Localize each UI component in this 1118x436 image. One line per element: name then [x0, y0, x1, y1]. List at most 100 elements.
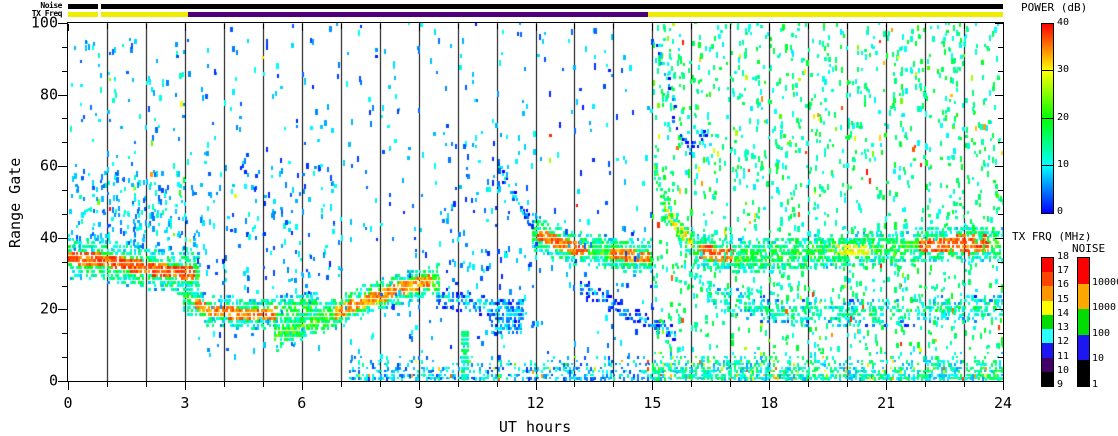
x-top-inner-tick	[808, 24, 809, 29]
y-axis-title: Range Gate	[6, 157, 24, 248]
x-tick-label: 21	[877, 394, 896, 412]
y-major-tick	[58, 309, 67, 310]
y-right-inner-tick	[998, 333, 1003, 334]
x-minor-tick	[263, 382, 264, 387]
colorbar-segment	[1042, 314, 1053, 330]
colorbar-segment	[1042, 343, 1053, 358]
x-major-tick	[886, 382, 887, 390]
power-colorbar	[1041, 23, 1054, 214]
activity-bar-segment	[68, 4, 98, 9]
colorbar-tick-label: 17	[1057, 265, 1070, 277]
x-tick-label: 0	[63, 394, 73, 412]
x-tick-label: 9	[414, 394, 424, 412]
colorbar-tick-label: 14	[1057, 307, 1070, 319]
y-right-inner-tick	[998, 262, 1003, 263]
y-minor-tick	[62, 47, 67, 48]
colorbar-tick-label: 16	[1057, 279, 1070, 291]
x-minor-tick	[613, 382, 614, 387]
noise-colorbar-title: NOISE	[1072, 242, 1106, 255]
y-minor-tick	[62, 118, 67, 119]
x-top-inner-tick	[691, 24, 692, 29]
colorbar-segment	[1078, 283, 1089, 310]
x-top-inner-tick	[68, 24, 69, 31]
colorbar-tick-label: 10	[1092, 353, 1105, 365]
x-axis-title: UT hours	[498, 418, 572, 436]
colorbar-segment	[1078, 309, 1089, 335]
x-minor-tick	[380, 382, 381, 387]
power-colorbar-tick-label: 30	[1057, 64, 1070, 76]
x-top-inner-tick	[769, 24, 770, 31]
x-minor-tick	[925, 382, 926, 387]
colorbar-segment	[1042, 258, 1053, 273]
colorbar-tick-label: 10000	[1092, 276, 1118, 288]
x-top-inner-tick	[380, 24, 381, 29]
x-top-inner-tick	[146, 24, 147, 29]
x-top-inner-tick	[925, 24, 926, 29]
y-tick-label: 40	[39, 228, 58, 247]
x-top-inner-tick	[302, 24, 303, 31]
x-tick-label: 12	[526, 394, 545, 412]
x-minor-tick	[224, 382, 225, 387]
y-right-inner-tick	[998, 142, 1003, 143]
colorbar-tick-label: 13	[1057, 322, 1070, 334]
x-major-tick	[419, 382, 420, 390]
x-minor-tick	[847, 382, 848, 387]
y-tick-label: 80	[39, 85, 58, 104]
x-top-inner-tick	[964, 24, 965, 29]
txfrq-colorbar-title: TX FRQ (MHz)	[1012, 230, 1092, 243]
range-time-power-plot	[67, 22, 1004, 382]
x-major-tick	[536, 382, 537, 390]
colorbar-tick-label: 10	[1057, 364, 1070, 376]
colorbar-segment	[1078, 334, 1089, 361]
colorbar-tick-label: 15	[1057, 293, 1070, 305]
activity-bar-segment	[68, 12, 98, 17]
x-top-inner-tick	[263, 24, 264, 29]
x-major-tick	[68, 382, 69, 390]
colorbar-segment	[1042, 357, 1053, 372]
colorbar-segment	[1042, 272, 1053, 287]
x-top-inner-tick	[341, 24, 342, 29]
y-right-inner-tick	[998, 357, 1003, 358]
y-right-inner-tick	[995, 309, 1003, 310]
noise-activity-bar	[68, 4, 1003, 9]
x-top-inner-tick	[419, 24, 420, 31]
colorbar-segment	[1042, 286, 1053, 301]
y-minor-tick	[62, 333, 67, 334]
x-top-inner-tick	[652, 24, 653, 31]
power-colorbar-tick-line	[1042, 70, 1053, 72]
y-right-inner-tick	[995, 95, 1003, 96]
x-top-inner-tick	[224, 24, 225, 29]
power-colorbar-tick-label: 40	[1057, 17, 1070, 28]
y-minor-tick	[62, 357, 67, 358]
x-top-inner-tick	[730, 24, 731, 29]
x-tick-label: 3	[180, 394, 190, 412]
colorbar-tick-label: 1000	[1092, 302, 1117, 314]
activity-bar-segment	[101, 12, 188, 17]
colorbar-segment	[1078, 258, 1089, 284]
y-tick-label: 0	[48, 371, 58, 390]
y-major-tick	[58, 166, 67, 167]
colorbar-tick-label: 1	[1092, 379, 1099, 390]
x-major-tick	[769, 382, 770, 390]
y-minor-tick	[62, 214, 67, 215]
x-major-tick	[1003, 382, 1004, 390]
colorbar-tick-label: 100	[1092, 327, 1111, 339]
x-tick-label: 15	[643, 394, 662, 412]
power-colorbar-tick-line	[1042, 117, 1053, 119]
x-top-inner-tick	[185, 24, 186, 31]
x-minor-tick	[107, 382, 108, 387]
y-minor-tick	[62, 190, 67, 191]
x-top-inner-tick	[886, 24, 887, 31]
y-right-inner-tick	[998, 71, 1003, 72]
x-tick-label: 6	[297, 394, 307, 412]
txfreq-bar-label: TX Freq	[31, 9, 63, 18]
activity-bar-segment	[647, 12, 1003, 17]
noise-colorbar	[1077, 257, 1090, 387]
x-minor-tick	[964, 382, 965, 387]
y-major-tick	[58, 23, 67, 24]
x-tick-label: 24	[993, 394, 1013, 412]
colorbar-segment	[1042, 371, 1053, 386]
x-minor-tick	[497, 382, 498, 387]
x-minor-tick	[341, 382, 342, 387]
y-right-inner-tick	[995, 166, 1003, 167]
